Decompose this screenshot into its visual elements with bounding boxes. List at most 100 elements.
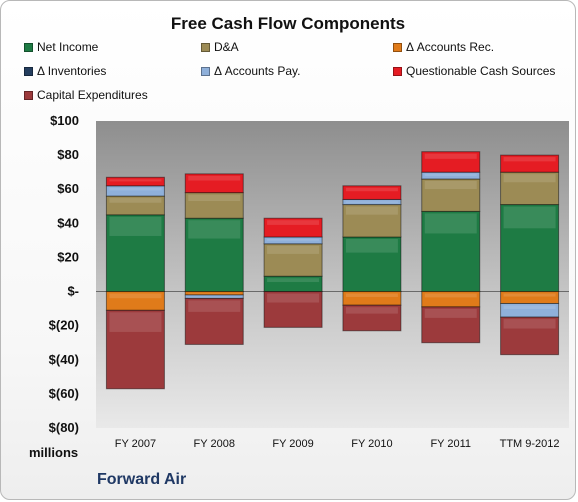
bar-segment (342, 304, 402, 332)
legend-entry: Δ Accounts Pay. (201, 64, 301, 78)
bar-highlight (503, 206, 556, 229)
legend-entry: Net Income (24, 40, 98, 54)
bar-segment (263, 291, 323, 328)
x-tick-label: FY 2007 (115, 438, 156, 450)
x-tick-label: FY 2010 (351, 438, 392, 450)
bar-highlight (188, 220, 241, 239)
bar-highlight (188, 296, 241, 298)
y-tick-label: $(80) (49, 420, 79, 435)
bar-segment (342, 291, 402, 306)
legend-entry: Capital Expenditures (24, 88, 148, 102)
bar-highlight (109, 179, 162, 182)
x-tick-label: FY 2008 (194, 438, 235, 450)
legend-entry: Δ Inventories (24, 64, 106, 78)
x-tick-label: TTM 9-2012 (500, 438, 560, 450)
legend-label: Questionable Cash Sources (406, 64, 556, 78)
y-tick-label: $(60) (49, 386, 79, 401)
bar-segment (105, 291, 165, 311)
bar-highlight (109, 198, 162, 203)
legend-entry: Questionable Cash Sources (393, 64, 555, 78)
legend-entry: D&A (201, 40, 239, 54)
bar-highlight (267, 293, 320, 303)
legend-swatch (24, 42, 33, 52)
y-tick-label: $20 (57, 249, 79, 264)
bar-segment (500, 204, 560, 293)
bar-highlight (503, 293, 556, 297)
y-tick-label: $(40) (49, 352, 79, 367)
bar-segment (421, 151, 481, 173)
legend-swatch (24, 66, 33, 76)
bar-segment (105, 176, 165, 187)
bar-segment (105, 185, 165, 197)
bar-highlight (109, 187, 162, 191)
bar-highlight (345, 307, 398, 314)
bar-segment (184, 297, 244, 345)
bar-segment (342, 204, 402, 238)
bar-highlight (424, 153, 477, 159)
bar-segment (184, 294, 244, 299)
bar-highlight (424, 180, 477, 190)
legend-swatch (201, 42, 210, 52)
legend-swatch (393, 66, 402, 76)
legend-swatch (24, 90, 33, 100)
legend-label: Δ Inventories (37, 64, 107, 78)
bar-highlight (109, 293, 162, 299)
x-tick-label: FY 2009 (272, 438, 313, 450)
bar-highlight (503, 157, 556, 162)
bar-segment (263, 217, 323, 238)
bar-highlight (424, 174, 477, 176)
bar-segment (184, 192, 244, 219)
bar-highlight (345, 201, 398, 203)
chart-title: Free Cash Flow Components (170, 14, 406, 33)
bar-highlight (109, 312, 162, 332)
bar-highlight (503, 305, 556, 309)
legend-label: Net Income (37, 40, 99, 54)
bar-highlight (424, 308, 477, 318)
y-tick-label: $40 (57, 215, 79, 230)
y-tick-label: $(20) (49, 318, 79, 333)
bar-segment (342, 185, 402, 200)
y-tick-label: $100 (50, 113, 79, 128)
bar-highlight (267, 220, 320, 225)
bar-highlight (267, 238, 320, 241)
bar-highlight (267, 245, 320, 254)
bar-highlight (345, 238, 398, 253)
bar-highlight (503, 319, 556, 329)
legend-label: Capital Expenditures (37, 88, 148, 102)
bar-highlight (345, 293, 398, 297)
plot-area (96, 121, 569, 428)
bar-highlight (424, 293, 477, 298)
bar-segment (263, 243, 323, 277)
bar-segment (263, 236, 323, 245)
bar-highlight (267, 278, 320, 283)
legend-entry: Δ Accounts Rec. (393, 40, 494, 54)
bar-segment (500, 154, 560, 173)
bar-segment (421, 210, 481, 293)
bar-segment (421, 171, 481, 180)
bar-segment (105, 309, 165, 390)
chart-legend: Net Income D&A Δ Accounts Rec. Δ Inventorie… (1, 35, 575, 107)
bar-highlight (424, 213, 477, 234)
bar-highlight (345, 187, 398, 192)
bar-segment (184, 291, 244, 296)
bar-segment (500, 291, 560, 304)
legend-label: D&A (214, 40, 239, 54)
bar-highlight (188, 194, 241, 202)
bar-segment (500, 316, 560, 356)
legend-swatch (201, 66, 210, 76)
legend-label: Δ Accounts Rec. (406, 40, 495, 54)
bar-highlight (188, 293, 241, 295)
bar-highlight (345, 206, 398, 215)
bar-highlight (503, 174, 556, 183)
bar-segment (421, 306, 481, 344)
legend-label: Δ Accounts Pay. (214, 64, 301, 78)
bar-segment (184, 173, 244, 194)
units-label: millions (29, 445, 78, 460)
y-tick-label: $80 (57, 147, 79, 162)
bar-highlight (188, 300, 241, 312)
bar-segment (421, 178, 481, 212)
y-tick-label: $- (67, 284, 79, 299)
company-label: Forward Air (97, 471, 187, 488)
